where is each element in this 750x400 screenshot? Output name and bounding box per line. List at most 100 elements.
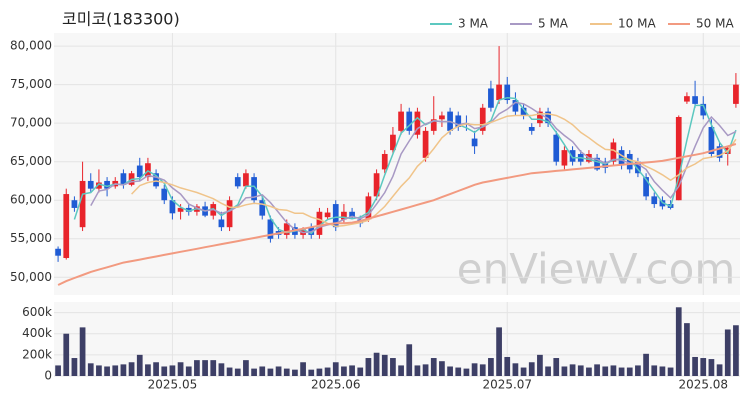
volume-bar	[537, 354, 543, 376]
candle-body	[692, 96, 698, 104]
candle-body	[528, 127, 535, 131]
candle-body	[496, 84, 502, 101]
candle-body	[251, 177, 257, 201]
candle-body	[602, 161, 609, 168]
volume-bar	[341, 366, 347, 376]
candle-body	[618, 150, 625, 166]
x-tick-label: 2025.06	[311, 378, 361, 392]
candle-body	[537, 111, 543, 124]
volume-bar	[545, 366, 551, 376]
volume-bar	[463, 368, 470, 376]
candle-body	[488, 88, 494, 108]
volume-bar	[104, 366, 110, 376]
candle-body	[626, 153, 633, 170]
candle-body	[716, 146, 723, 158]
y-tick-label: 80,000	[10, 39, 52, 53]
candle-body	[267, 219, 274, 239]
candle-body	[259, 200, 266, 216]
volume-bar	[610, 365, 617, 376]
candle-body	[684, 96, 690, 102]
candle-body	[545, 111, 551, 124]
candle-body	[218, 219, 225, 228]
volume-bar	[651, 365, 658, 376]
candle-body	[430, 119, 437, 131]
legend-label: 10 MA	[618, 17, 656, 31]
candle-body	[643, 177, 649, 197]
volume-bar	[243, 360, 249, 376]
volume-bar	[292, 369, 298, 376]
y-tick-label: 65,000	[10, 154, 52, 168]
volume-bar	[316, 368, 323, 376]
volume-bar	[659, 366, 666, 376]
candle-body	[169, 200, 176, 214]
candle-body	[177, 207, 184, 212]
volume-bar	[635, 365, 641, 376]
volume-bar	[398, 365, 404, 376]
candle-body	[455, 115, 462, 128]
y-tick-label: 200k	[22, 347, 52, 361]
candle-body	[104, 180, 110, 189]
volume-bar	[259, 366, 266, 376]
volume-bar	[618, 367, 625, 376]
volume-bar	[733, 325, 739, 376]
candle-body	[569, 150, 576, 162]
candle-body	[471, 138, 478, 147]
volume-bar	[55, 365, 61, 376]
volume-panel	[54, 302, 740, 376]
candle-body	[520, 107, 527, 116]
volume-bar	[422, 364, 429, 376]
volume-bar	[569, 364, 576, 376]
candle-body	[283, 223, 290, 235]
y-tick-label: 600k	[22, 305, 52, 319]
candle-body	[341, 211, 347, 220]
volume-bar	[177, 362, 184, 376]
volume-bar	[357, 367, 364, 376]
volume-bar	[643, 353, 649, 376]
candle-body	[373, 173, 380, 197]
candle-body	[479, 107, 486, 131]
legend-label: 50 MA	[696, 17, 734, 31]
volume-bar	[414, 365, 421, 376]
volume-bar	[169, 365, 176, 376]
legend-label: 5 MA	[538, 17, 569, 31]
candle-body	[161, 188, 168, 201]
ma-line	[90, 101, 737, 234]
candle-body	[55, 248, 61, 256]
y-tick-label: 0	[44, 369, 52, 383]
volume-bar	[594, 364, 600, 376]
candle-body	[63, 194, 70, 259]
y-tick-label: 50,000	[10, 270, 52, 284]
chart-title: 코미코(183300)	[62, 10, 180, 29]
volume-bar	[234, 368, 241, 376]
volume-bar	[365, 358, 372, 376]
candle-body	[316, 211, 323, 235]
candle-body	[561, 150, 568, 166]
volume-bar	[218, 363, 225, 376]
candle-body	[332, 204, 339, 228]
candle-body	[553, 134, 560, 162]
volume-bar	[602, 366, 609, 376]
volume-bar	[267, 368, 274, 376]
volume-bar	[79, 327, 86, 376]
y-tick-label: 70,000	[10, 116, 52, 130]
volume-bar	[128, 362, 135, 376]
candle-body	[512, 100, 519, 112]
volume-bar	[447, 366, 453, 376]
volume-bar	[471, 363, 478, 376]
candle-body	[234, 177, 241, 187]
candle-body	[708, 127, 715, 154]
volume-bar	[708, 359, 715, 376]
candle-body	[226, 200, 233, 228]
volume-bar	[716, 364, 723, 376]
volume-bar	[577, 365, 584, 376]
ma-line	[131, 113, 737, 228]
volume-bar	[390, 358, 396, 376]
volume-bar	[684, 323, 690, 376]
y-tick-label: 75,000	[10, 77, 52, 91]
x-tick-label: 2025.05	[148, 378, 198, 392]
ma-line	[73, 96, 737, 235]
y-tick-label: 400k	[22, 326, 52, 340]
volume-bar	[667, 367, 674, 376]
volume-bar	[136, 354, 143, 376]
